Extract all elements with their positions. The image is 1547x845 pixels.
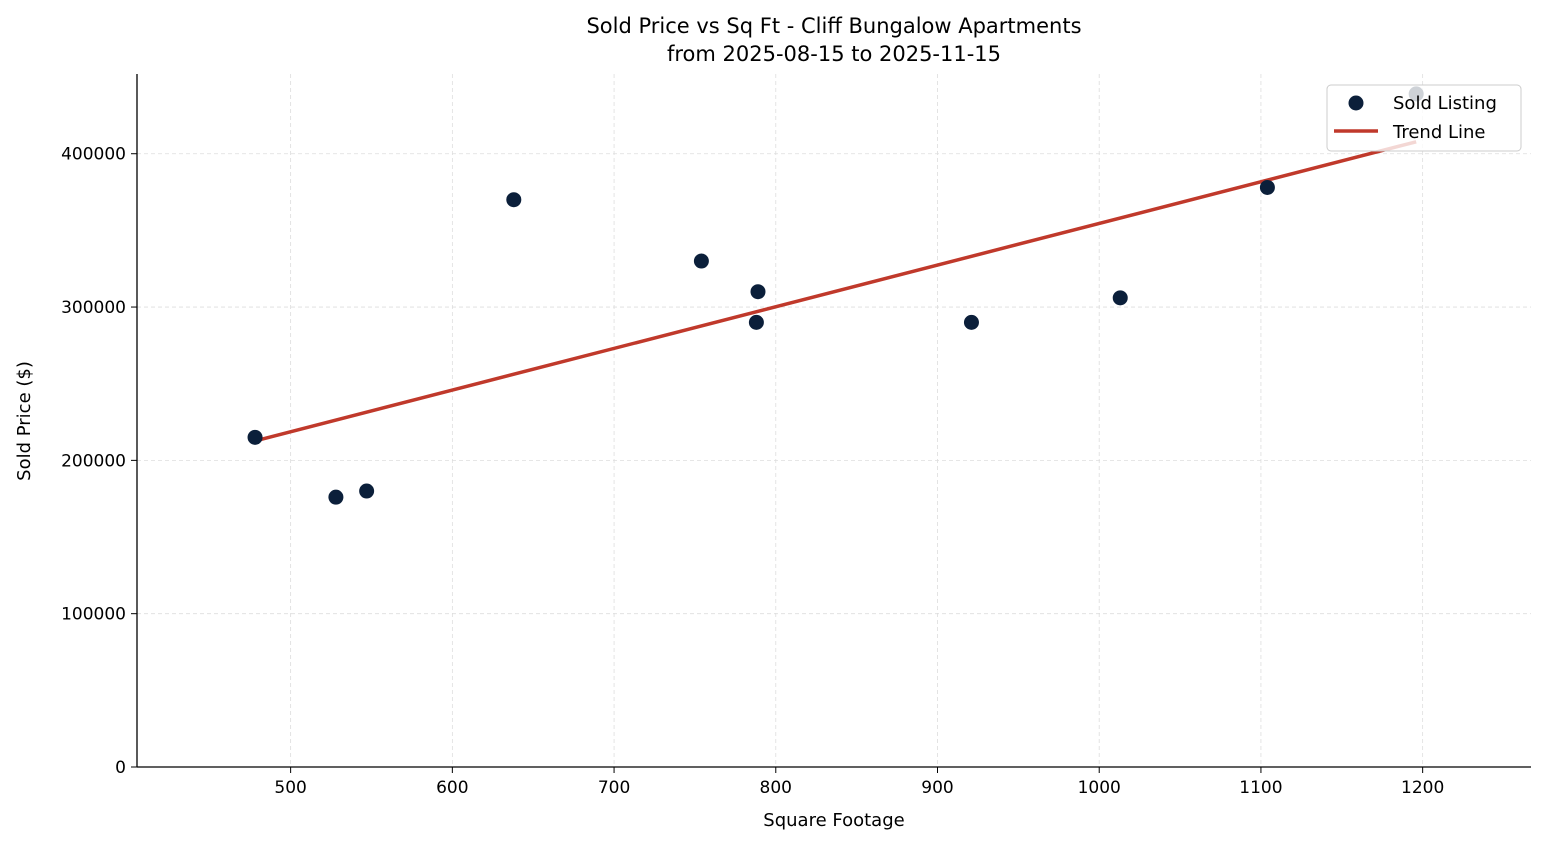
y-tick-label: 0 [115, 758, 126, 778]
x-tick-label: 600 [436, 778, 468, 798]
legend-box [1326, 84, 1522, 152]
trend-line [254, 140, 1417, 443]
data-point [359, 483, 375, 499]
x-tick-label: 900 [921, 778, 953, 798]
legend-marker-sold-listing [1348, 95, 1364, 111]
data-point [750, 284, 766, 300]
data-point [247, 429, 263, 445]
legend: Sold Listing Trend Line [1326, 84, 1522, 152]
legend-label-trend-line: Trend Line [1392, 122, 1486, 143]
x-tick-label: 500 [274, 778, 306, 798]
y-axis-label: Sold Price ($) [14, 361, 35, 481]
chart-subtitle: from 2025-08-15 to 2025-11-15 [667, 42, 1001, 66]
data-point [1112, 290, 1128, 306]
data-point [748, 314, 764, 330]
data-point [963, 314, 979, 330]
x-tick-label: 1000 [1078, 778, 1121, 798]
data-point [693, 253, 709, 269]
chart-title: Sold Price vs Sq Ft - Cliff Bungalow Apa… [586, 14, 1081, 38]
x-tick-label: 800 [760, 778, 792, 798]
x-tick-label: 1100 [1239, 778, 1282, 798]
points-layer [247, 86, 1424, 505]
data-point [328, 489, 344, 505]
x-tick-label: 700 [598, 778, 630, 798]
y-tick-label: 200000 [61, 451, 126, 471]
x-axis-label: Square Footage [763, 810, 904, 831]
legend-label-sold-listing: Sold Listing [1393, 93, 1497, 114]
data-point [506, 192, 522, 208]
y-tick-label: 400000 [61, 145, 126, 165]
x-tick-label: 1200 [1401, 778, 1444, 798]
y-tick-label: 300000 [61, 298, 126, 318]
data-point [1259, 179, 1275, 195]
axes: 500 600 700 800 900 1000 1100 1200 0 100000 200000… [61, 74, 1531, 798]
y-tick-label: 100000 [61, 605, 126, 625]
grid [137, 74, 1531, 767]
trend-line-layer [254, 140, 1417, 443]
